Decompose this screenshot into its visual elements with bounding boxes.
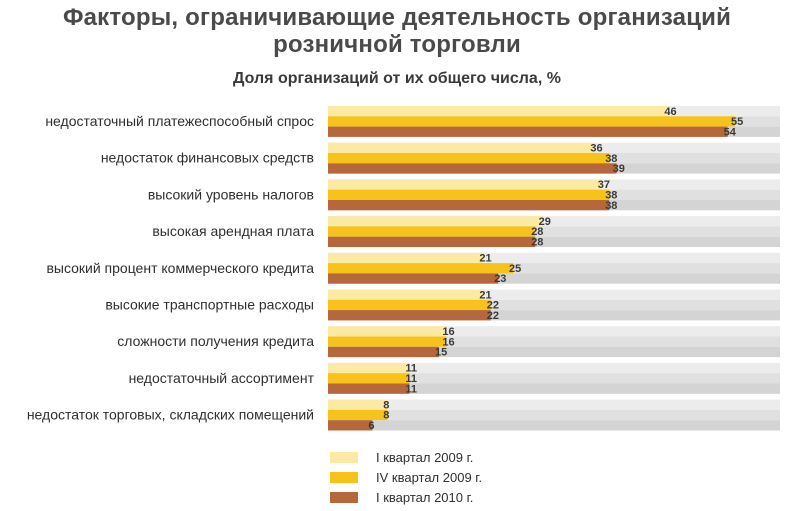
bar-background-band bbox=[328, 399, 780, 410]
value-label: 8 bbox=[383, 399, 389, 411]
chart-title-line-1: Факторы, ограничивающие деятельность орг… bbox=[62, 4, 732, 31]
bar bbox=[328, 383, 410, 394]
value-label: 16 bbox=[442, 326, 454, 338]
bar-background-band bbox=[328, 336, 780, 347]
value-label: 29 bbox=[539, 216, 551, 228]
value-label: 25 bbox=[509, 263, 521, 275]
bar bbox=[328, 200, 610, 211]
bar bbox=[328, 126, 728, 137]
bar bbox=[328, 179, 602, 190]
chart-title-line-2: розничной торговли bbox=[273, 31, 521, 58]
chart-subtitle: Доля организаций от их общего числа, % bbox=[233, 70, 561, 87]
category-label: недостаток торговых, складских помещений bbox=[27, 407, 314, 423]
category-label: сложности получения кредита bbox=[117, 333, 314, 349]
bar bbox=[328, 399, 388, 410]
chart-title: Факторы, ограничивающие деятельность орг… bbox=[0, 4, 794, 58]
bar-background-band bbox=[328, 409, 780, 421]
value-label: 11 bbox=[405, 383, 417, 395]
value-label: 46 bbox=[664, 106, 676, 118]
bar bbox=[328, 252, 484, 264]
bar bbox=[328, 273, 499, 284]
value-label: 15 bbox=[435, 347, 447, 359]
value-label: 38 bbox=[605, 200, 617, 212]
bar-background-band bbox=[328, 420, 780, 431]
value-label: 8 bbox=[383, 410, 389, 422]
legend-swatch bbox=[330, 492, 358, 503]
bar bbox=[328, 310, 491, 321]
bar-background-band bbox=[328, 299, 780, 311]
bar-background-band bbox=[328, 252, 780, 264]
bar bbox=[328, 263, 513, 274]
value-label: 11 bbox=[405, 363, 417, 375]
bar-background-band bbox=[328, 362, 780, 374]
legend-label: I квартал 2010 г. bbox=[376, 490, 473, 505]
value-label: 22 bbox=[487, 300, 499, 312]
value-label: 22 bbox=[487, 310, 499, 322]
value-label: 6 bbox=[368, 420, 374, 432]
bar-background-band bbox=[328, 216, 780, 227]
bar bbox=[328, 106, 669, 117]
category-label: недостаточный ассортимент bbox=[129, 370, 315, 386]
bar bbox=[328, 189, 610, 200]
value-label: 28 bbox=[531, 237, 543, 249]
bar bbox=[328, 420, 373, 431]
bar-background-band bbox=[328, 373, 780, 384]
value-label: 21 bbox=[479, 289, 491, 301]
bar bbox=[328, 163, 617, 174]
bar bbox=[328, 289, 484, 300]
bar bbox=[328, 326, 447, 337]
bar-background-band bbox=[328, 310, 780, 321]
value-label: 55 bbox=[731, 116, 743, 128]
value-label: 36 bbox=[590, 143, 602, 155]
value-label: 39 bbox=[613, 163, 625, 175]
bar bbox=[328, 299, 491, 311]
legend-swatch bbox=[330, 452, 358, 463]
value-label: 38 bbox=[605, 190, 617, 202]
category-label: недостаточный платежеспособный спрос bbox=[45, 113, 314, 129]
bar bbox=[328, 216, 543, 227]
bar-background-band bbox=[328, 383, 780, 394]
bar bbox=[328, 236, 536, 247]
bar bbox=[328, 142, 595, 153]
legend-label: IV квартал 2009 г. bbox=[376, 470, 482, 485]
bar-background-band bbox=[328, 289, 780, 300]
bar bbox=[328, 336, 447, 347]
legend-swatch bbox=[330, 472, 358, 483]
value-label: 11 bbox=[405, 373, 417, 385]
value-label: 21 bbox=[479, 253, 491, 265]
value-label: 28 bbox=[531, 226, 543, 238]
value-label: 16 bbox=[442, 336, 454, 348]
bar bbox=[328, 373, 410, 384]
bar-background-band bbox=[328, 226, 780, 237]
bar bbox=[328, 346, 439, 358]
category-label: высокий уровень налогов bbox=[148, 186, 314, 202]
bar-background-band bbox=[328, 326, 780, 337]
value-label: 54 bbox=[724, 126, 737, 138]
bar-background-band bbox=[328, 346, 780, 358]
legend-label: I квартал 2009 г. bbox=[376, 450, 473, 465]
value-label: 37 bbox=[598, 179, 610, 191]
category-label: недостаток финансовых средств bbox=[101, 150, 314, 166]
value-label: 23 bbox=[494, 273, 506, 285]
bar bbox=[328, 409, 388, 421]
bar-background-band bbox=[328, 263, 780, 274]
value-label: 38 bbox=[605, 153, 617, 165]
category-label: высокие транспортные расходы bbox=[105, 297, 314, 313]
bar bbox=[328, 116, 735, 127]
bar bbox=[328, 153, 610, 164]
bar-background-band bbox=[328, 273, 780, 284]
bar-background-band bbox=[328, 236, 780, 247]
category-label: высокий процент коммерческого кредита bbox=[46, 260, 314, 276]
bar bbox=[328, 226, 536, 237]
bar bbox=[328, 362, 410, 374]
category-label: высокая арендная плата bbox=[152, 223, 314, 239]
